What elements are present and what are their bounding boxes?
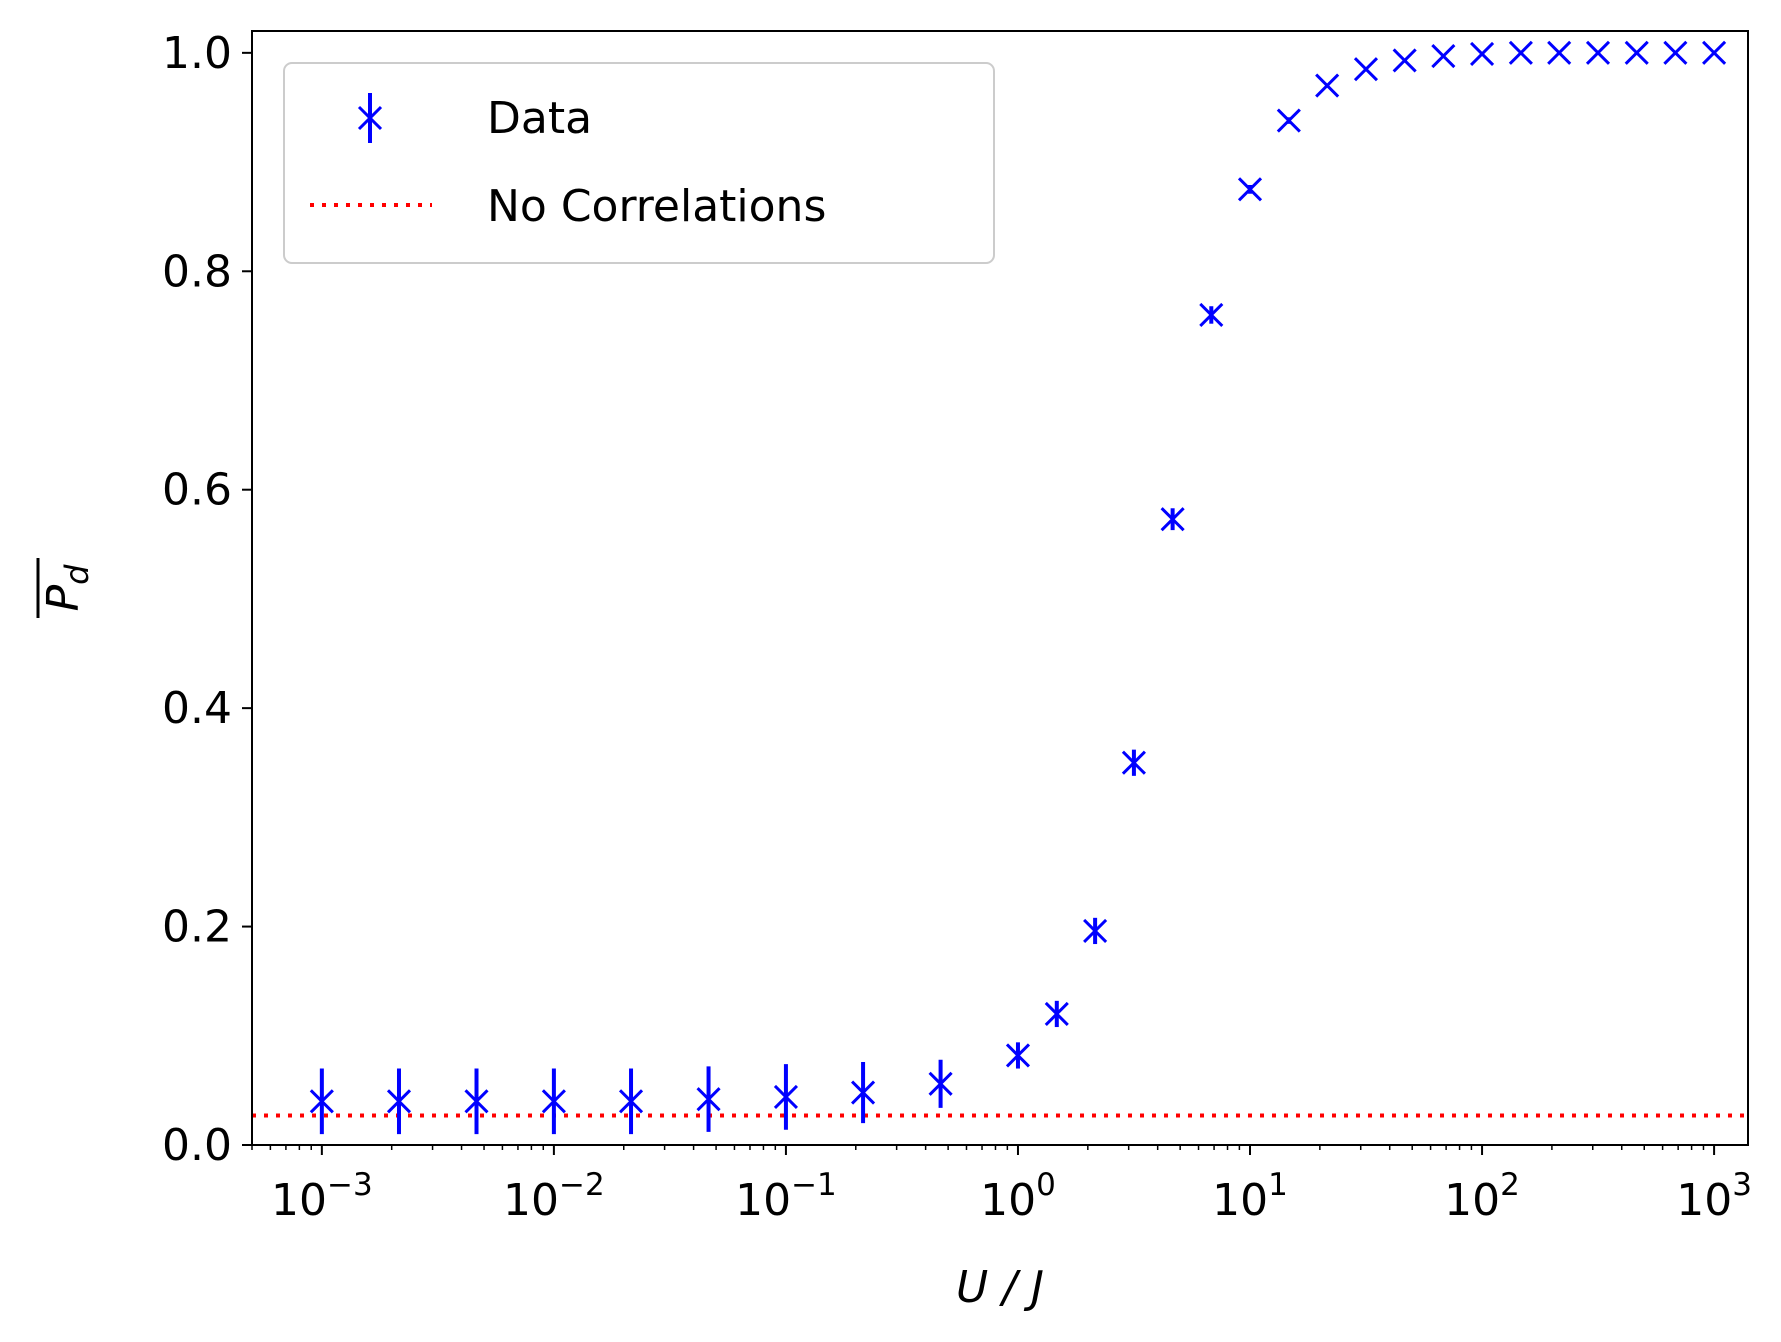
x-tick-label: 103	[1676, 1167, 1752, 1226]
x-marker-stroke	[1547, 40, 1572, 65]
x-axis-label: U / J	[956, 1262, 1044, 1313]
data-point	[1547, 40, 1572, 65]
data-point	[1315, 73, 1340, 98]
x-marker-stroke	[1585, 40, 1611, 65]
x-marker-stroke	[1044, 1001, 1069, 1027]
x-marker-stroke	[1431, 44, 1456, 69]
data-point	[1469, 41, 1495, 66]
x-marker-stroke	[696, 1087, 721, 1112]
data-point	[1276, 108, 1301, 133]
y-axis-label: Pd	[38, 564, 96, 612]
y-tick-label: 0.8	[162, 246, 232, 297]
x-tick-label: 102	[1444, 1167, 1520, 1226]
data-point	[1199, 302, 1224, 328]
data-point	[1121, 749, 1146, 776]
legend-data-marker	[357, 93, 383, 143]
x-tick-label: 101	[1212, 1167, 1288, 1226]
y-axis: 0.0 0.2 0.4 0.6 0.8 1.0	[162, 28, 252, 1171]
x-axis: 10−3 10−2 10−1 100 101 102 103	[251, 1145, 1752, 1226]
x-marker-stroke	[1199, 302, 1224, 328]
data-point	[1663, 40, 1688, 65]
x-marker-stroke	[1469, 41, 1495, 66]
data-point	[1005, 1042, 1031, 1069]
x-marker-stroke	[1276, 108, 1301, 133]
data-point	[309, 1068, 334, 1135]
x-marker-stroke	[928, 1071, 953, 1096]
legend-x-marker-stroke	[357, 105, 383, 131]
data-point	[1508, 40, 1533, 65]
y-tick-label: 0.4	[162, 683, 232, 734]
data-point	[541, 1068, 566, 1135]
x-marker-stroke	[1508, 40, 1533, 65]
x-marker-stroke	[1624, 40, 1649, 65]
data-point	[1083, 917, 1108, 945]
axes-frame	[251, 30, 1749, 1146]
x-marker-stroke	[1702, 40, 1727, 65]
data-point	[386, 1068, 412, 1135]
data-point	[1353, 57, 1379, 82]
y-tick-label: 0.0	[162, 1120, 232, 1171]
data-series	[309, 40, 1727, 1135]
x-marker-stroke	[1392, 48, 1417, 73]
x-marker-stroke	[1353, 57, 1379, 82]
data-point	[1160, 507, 1185, 532]
x-marker-stroke	[1663, 40, 1688, 65]
y-tick-label: 0.6	[162, 465, 232, 516]
x-marker-stroke	[541, 1089, 566, 1114]
x-tick-label: 100	[980, 1167, 1056, 1226]
x-marker-stroke	[1315, 73, 1340, 98]
x-tick-label: 10−2	[503, 1167, 605, 1226]
x-marker-stroke	[464, 1089, 489, 1114]
x-marker-stroke	[773, 1084, 798, 1110]
data-point	[696, 1066, 721, 1132]
legend-box	[283, 62, 995, 264]
data-point	[1237, 177, 1263, 202]
data-point	[1044, 1000, 1069, 1028]
x-marker-stroke	[309, 1089, 334, 1114]
data-point	[928, 1059, 953, 1108]
x-tick-label: 10−3	[271, 1167, 373, 1226]
x-tick-label: 10−1	[735, 1167, 837, 1226]
data-point	[1392, 48, 1417, 73]
x-marker-stroke	[618, 1089, 644, 1114]
x-marker-stroke	[851, 1080, 876, 1105]
data-point	[1624, 40, 1649, 65]
legend-label-data: Data	[487, 93, 592, 144]
x-marker-stroke	[1237, 177, 1263, 202]
y-axis-label-group: Pd	[36, 558, 96, 618]
data-point	[1702, 40, 1727, 65]
x-marker-stroke	[1121, 750, 1146, 775]
x-marker-stroke	[1083, 918, 1108, 943]
data-point	[773, 1064, 798, 1130]
data-point	[851, 1061, 876, 1124]
legend: Data No Correlations	[283, 62, 995, 264]
data-point	[1431, 44, 1456, 69]
data-point	[464, 1068, 489, 1135]
y-tick-label: 1.0	[162, 28, 232, 79]
x-marker-stroke	[1160, 507, 1185, 532]
data-point	[618, 1068, 644, 1135]
x-marker-stroke	[1005, 1043, 1031, 1068]
legend-label-no-correlations: No Correlations	[487, 181, 826, 232]
data-point	[1585, 40, 1611, 65]
x-marker-stroke	[386, 1089, 412, 1114]
y-tick-label: 0.2	[162, 902, 232, 953]
